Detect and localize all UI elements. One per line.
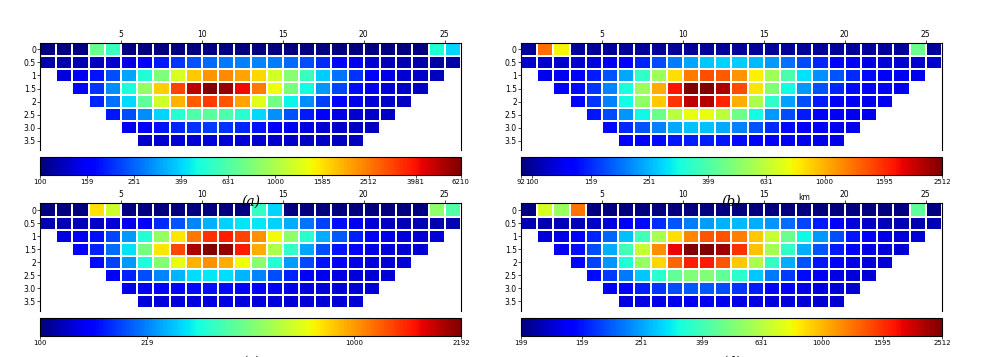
Text: (b): (b) [721,195,741,208]
Text: (a): (a) [241,195,260,208]
Text: (c): (c) [241,355,260,357]
Text: (d): (d) [721,355,741,357]
Text: km: km [799,193,811,202]
